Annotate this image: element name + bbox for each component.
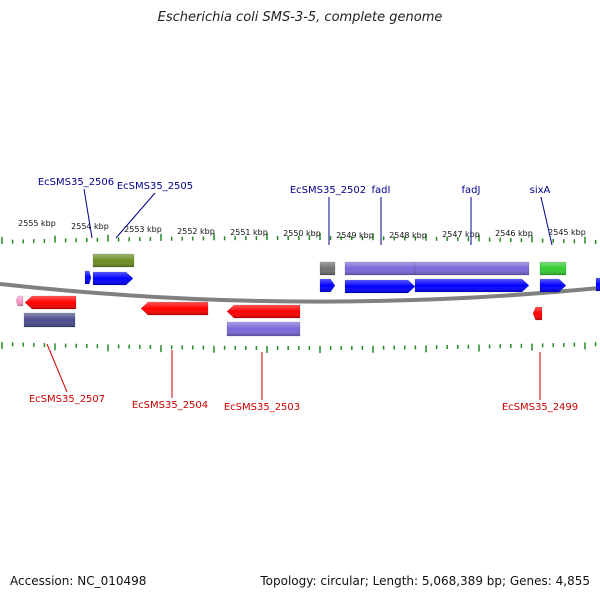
feature-ecsms35-2506-shading <box>93 254 134 267</box>
gene-label[interactable]: fadJ <box>462 185 481 196</box>
kbp-label: 2552 kbp <box>177 227 215 236</box>
kbp-label: 2553 kbp <box>124 225 162 234</box>
feature-track <box>15 253 600 337</box>
gene-label[interactable]: EcSMS35_2502 <box>290 185 366 196</box>
topology-summary: Topology: circular; Length: 5,068,389 bp… <box>260 574 590 588</box>
gene-label[interactable]: sixA <box>530 185 551 196</box>
feature-fadi-gene-shading <box>345 262 415 275</box>
kbp-label: 2549 kbp <box>336 231 374 240</box>
feature-ecsms35-2502-pseudo-shading <box>320 262 335 275</box>
accession-label: Accession: NC_010498 <box>10 574 147 588</box>
label-leader-lines <box>46 188 553 400</box>
kbp-label: 2546 kbp <box>495 229 533 238</box>
genome-title: Escherichia coli SMS-3-5, complete genom… <box>157 10 443 25</box>
kbp-label: 2545 kbp <box>548 228 586 237</box>
gene-label[interactable]: fadI <box>372 185 391 196</box>
kbp-label: 2551 kbp <box>230 228 268 237</box>
cds-sixa-shading <box>540 279 566 292</box>
feature-pink-edge-shading <box>16 296 23 306</box>
outer-tick-ring <box>1 233 597 244</box>
cds-ecsms35-2499-shading <box>533 307 542 320</box>
feature-ecsms35-2507-gene-shading <box>24 313 75 327</box>
kbp-label: 2550 kbp <box>283 229 321 238</box>
cds-fadj-shading <box>415 279 529 292</box>
kbp-label: 2547 kbp <box>442 230 480 239</box>
leader-line <box>115 192 156 239</box>
kbp-label: 2555 kbp <box>18 219 56 228</box>
cds-ecsms35-2507-shading <box>25 296 76 309</box>
feature-sixa-gene-shading <box>540 262 566 275</box>
gene-label[interactable]: EcSMS35_2507 <box>29 394 105 405</box>
kbp-label: 2548 kbp <box>389 231 427 240</box>
gene-label[interactable]: EcSMS35_2503 <box>224 402 300 413</box>
cds-fragment-forward-shading <box>85 271 91 284</box>
cds-edge-forward-shading <box>596 278 600 291</box>
cds-ecsms35-2505-shading <box>93 272 133 285</box>
gene-label[interactable]: EcSMS35_2504 <box>132 400 208 411</box>
cds-ecsms35-2503-shading <box>227 305 300 318</box>
gene-label[interactable]: EcSMS35_2499 <box>502 402 578 413</box>
gene-label[interactable]: EcSMS35_2505 <box>117 181 193 192</box>
cds-ecsms35-2502-shading <box>320 279 335 292</box>
leader-line <box>46 343 68 393</box>
feature-fadj-gene-shading <box>415 262 529 275</box>
cds-ecsms35-2504-shading <box>141 302 208 315</box>
kbp-scale-labels: 2555 kbp 2554 kbp 2553 kbp 2552 kbp 2551 kbp… <box>18 219 586 240</box>
gene-labels: EcSMS35_2506 EcSMS35_2505 EcSMS35_2502 fadI… <box>29 177 578 413</box>
leader-line <box>540 196 553 246</box>
genome-backbone <box>0 282 600 304</box>
gene-label[interactable]: EcSMS35_2506 <box>38 177 114 188</box>
cds-fadi-shading <box>345 280 415 293</box>
feature-ecsms35-2503-gene-shading <box>227 322 300 336</box>
leader-line <box>83 188 93 239</box>
inner-tick-ring <box>1 342 597 353</box>
